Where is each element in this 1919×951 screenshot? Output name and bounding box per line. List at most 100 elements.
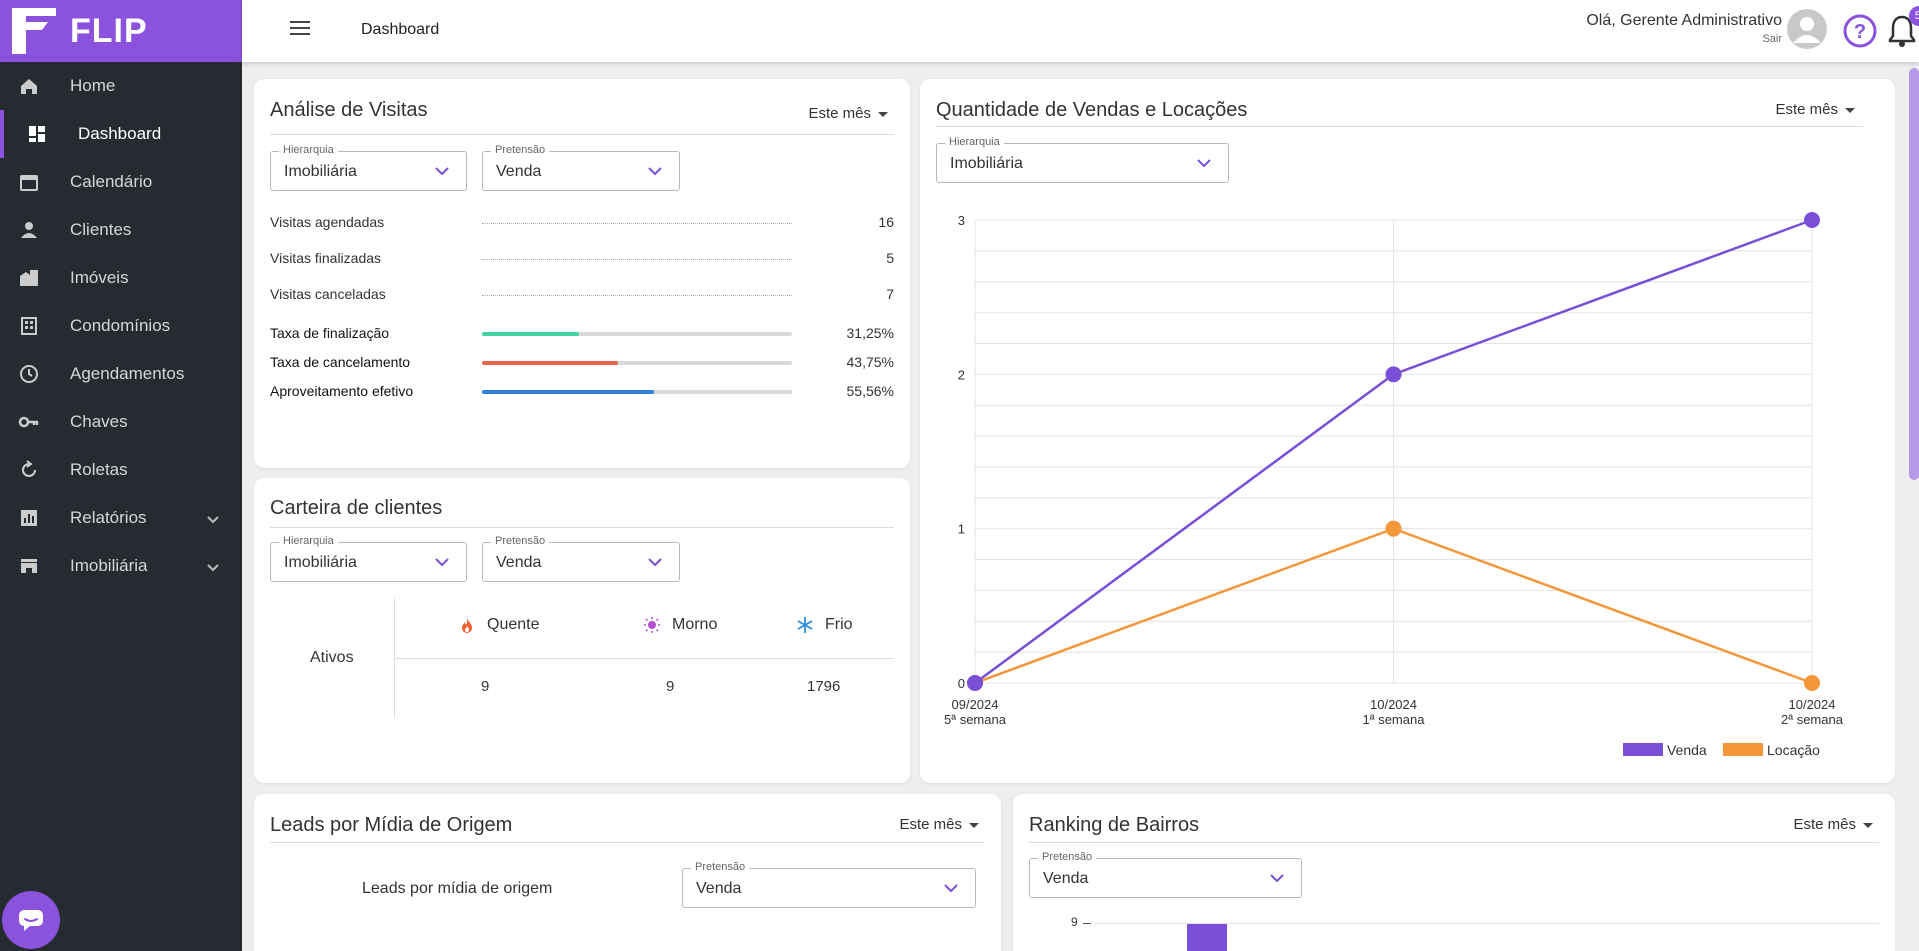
rate-value: 43,75% — [846, 354, 894, 370]
logo[interactable]: FLIP — [0, 0, 242, 62]
ranking-period-select[interactable]: Este mês — [1793, 816, 1873, 833]
sidebar-item-relatorios[interactable]: Relatórios — [0, 494, 242, 542]
menu-icon[interactable] — [290, 20, 310, 36]
sidebar-item-label: Condomínios — [70, 316, 171, 335]
portfolio-col-header: Frio — [797, 616, 853, 634]
select-value: Imobiliária — [284, 554, 357, 571]
data-point-venda[interactable] — [1804, 212, 1820, 228]
select-label: Pretensão — [491, 535, 550, 547]
visits-period-select[interactable]: Este mês — [808, 105, 888, 122]
dotted-leader — [482, 295, 792, 296]
user-avatar-icon — [1793, 17, 1821, 43]
leads-intent-select[interactable]: Pretensão Venda — [682, 861, 976, 908]
sales-hierarchy-select[interactable]: Hierarquia Imobiliária — [936, 136, 1229, 183]
notifications-button[interactable]: 50 — [1887, 6, 1919, 48]
portfolio-col-value: 1796 — [807, 678, 841, 695]
data-point-locação[interactable] — [1385, 520, 1402, 537]
divider — [270, 527, 894, 528]
sidebar-item-label: Home — [70, 76, 116, 95]
user-greeting: Olá, Gerente Administrativo Sair — [1586, 12, 1782, 45]
sales-card: Quantidade de Vendas e Locações Este mês… — [920, 79, 1895, 783]
top-bar: Dashboard Olá, Gerente Administrativo Sa… — [242, 0, 1919, 62]
select-value: Venda — [1043, 870, 1089, 887]
visit-stat-value: 5 — [886, 250, 894, 266]
sidebar: FLIP Home Dashboard Calendário Clientes Imóv… — [0, 0, 242, 951]
chat-button[interactable] — [2, 891, 60, 949]
portfolio-col-label: Morno — [672, 616, 718, 633]
snowflake-icon — [797, 617, 813, 633]
avatar[interactable] — [1787, 9, 1827, 49]
rate-progress-bar — [482, 332, 792, 336]
apartment-icon — [18, 315, 40, 337]
person-icon — [18, 219, 40, 241]
ranking-title: Ranking de Bairros — [1029, 814, 1200, 836]
visits-card: Análise de Visitas Este mês Hierarquia I… — [254, 79, 910, 468]
scrollbar[interactable] — [1909, 68, 1919, 480]
visits-intent-select[interactable]: Pretensão Venda — [482, 144, 680, 191]
rate-progress-fill — [482, 361, 618, 365]
tick-mark — [1083, 923, 1091, 924]
sidebar-item-agendamentos[interactable]: Agendamentos — [0, 350, 242, 398]
portfolio-col-label: Frio — [825, 616, 853, 633]
help-icon[interactable]: ? — [1842, 13, 1878, 49]
data-point-venda[interactable] — [967, 675, 983, 691]
chevron-down-icon — [1197, 159, 1211, 168]
fire-icon — [459, 617, 475, 633]
sidebar-item-dashboard[interactable]: Dashboard — [0, 110, 242, 158]
portfolio-col-header: Quente — [459, 616, 539, 634]
chevron-down-icon — [435, 558, 449, 567]
data-point-venda[interactable] — [1385, 366, 1402, 383]
flip-logo-icon — [12, 8, 56, 54]
legend-label: Venda — [1667, 742, 1707, 758]
dotted-leader — [482, 259, 792, 260]
logout-link[interactable]: Sair — [1762, 33, 1782, 45]
sidebar-item-calendario[interactable]: Calendário — [0, 158, 242, 206]
select-value: Venda — [696, 880, 742, 897]
portfolio-title: Carteira de clientes — [270, 497, 443, 519]
portfolio-hierarchy-select[interactable]: Hierarquia Imobiliária — [270, 535, 467, 582]
rate-value: 31,25% — [846, 325, 894, 341]
sidebar-item-label: Calendário — [70, 172, 153, 191]
chevron-down-icon — [648, 558, 662, 567]
select-label: Hierarquia — [279, 535, 338, 547]
select-label: Hierarquia — [279, 144, 338, 156]
y-tick-label: 1 — [958, 522, 965, 537]
data-point-locação[interactable] — [1804, 675, 1820, 691]
ranking-intent-select[interactable]: Pretensão Venda — [1029, 851, 1302, 898]
x-tick-sublabel: 2ª semana — [1781, 712, 1844, 727]
brand-name: FLIP — [70, 11, 148, 50]
visits-hierarchy-select[interactable]: Hierarquia Imobiliária — [270, 144, 467, 191]
calendar-icon — [18, 171, 40, 193]
portfolio-col-value: 9 — [666, 678, 675, 695]
sidebar-item-roletas[interactable]: Roletas — [0, 446, 242, 494]
sidebar-item-home[interactable]: Home — [0, 62, 242, 110]
visit-stat-label: Visitas canceladas — [270, 286, 386, 302]
x-tick-label: 09/2024 — [952, 697, 999, 712]
select-value: Venda — [496, 163, 542, 180]
sidebar-item-imobiliaria[interactable]: Imobiliária — [0, 542, 242, 590]
sidebar-item-chaves[interactable]: Chaves — [0, 398, 242, 446]
chevron-down-icon — [206, 510, 220, 530]
rate-label: Taxa de cancelamento — [270, 354, 411, 370]
select-label: Pretensão — [691, 861, 750, 873]
sales-period-select[interactable]: Este mês — [1775, 101, 1855, 118]
sidebar-item-clientes[interactable]: Clientes — [0, 206, 242, 254]
ranking-y-tick: 9 — [1071, 915, 1078, 929]
store-icon — [18, 555, 40, 577]
x-tick-label: 10/2024 — [1370, 697, 1417, 712]
chevron-down-icon — [944, 884, 958, 893]
y-tick-label: 3 — [958, 213, 965, 228]
select-label: Pretensão — [1038, 851, 1097, 863]
sales-title: Quantidade de Vendas e Locações — [936, 99, 1248, 121]
leads-period-select[interactable]: Este mês — [899, 816, 979, 833]
chevron-down-icon — [648, 167, 662, 176]
leads-chart-label: Leads por mídia de origem — [362, 880, 553, 897]
sidebar-item-imoveis[interactable]: Imóveis — [0, 254, 242, 302]
sidebar-item-label: Imobiliária — [70, 556, 148, 575]
portfolio-intent-select[interactable]: Pretensão Venda — [482, 535, 680, 582]
legend-label: Locação — [1767, 742, 1820, 758]
sidebar-item-condominios[interactable]: Condomínios — [0, 302, 242, 350]
chevron-down-icon — [206, 558, 220, 578]
y-tick-label: 0 — [958, 676, 965, 691]
sidebar-item-label: Chaves — [70, 412, 128, 431]
